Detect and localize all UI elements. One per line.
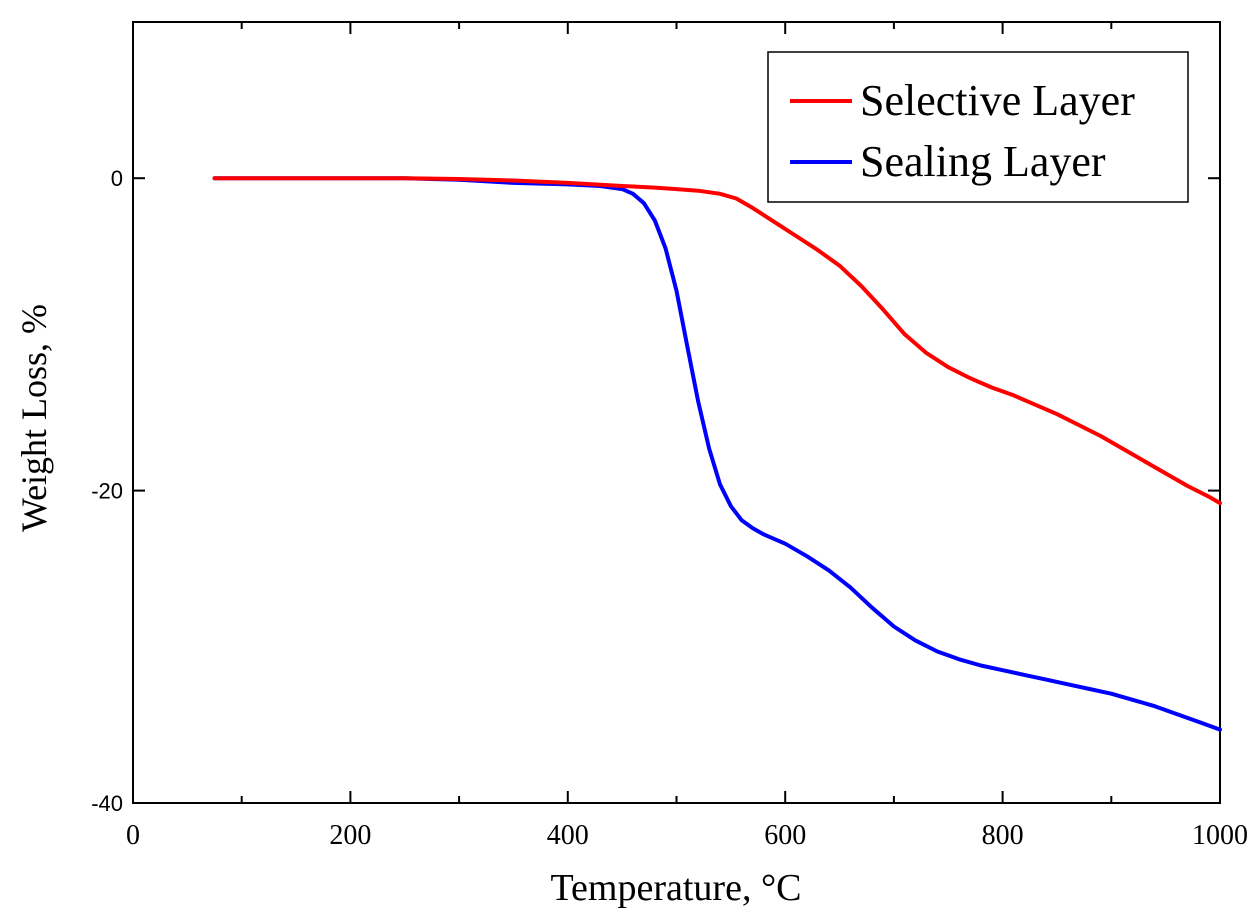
x-tick-label: 1000 xyxy=(1192,820,1248,851)
x-ticks: 0 200 400 600 800 1000 xyxy=(126,22,1248,851)
legend-label-selective-layer: Selective Layer xyxy=(860,76,1135,125)
legend-box xyxy=(767,51,1189,203)
x-tick-label: 0 xyxy=(126,820,140,851)
x-axis-label: Temperature, °C xyxy=(551,867,802,909)
legend-label-sealing-layer: Sealing Layer xyxy=(860,137,1106,186)
series-layer xyxy=(212,176,1222,732)
y-tick-label: -20 xyxy=(91,479,123,504)
y-ticks: -40 -20 0 xyxy=(91,166,1220,816)
y-tick-label: 0 xyxy=(111,166,123,191)
y-axis-label: Weight Loss, % xyxy=(14,304,54,532)
x-tick-label: 600 xyxy=(764,820,806,851)
x-tick-label: 200 xyxy=(329,820,371,851)
y-tick-label: -40 xyxy=(91,791,123,816)
x-tick-label: 800 xyxy=(982,820,1024,851)
legend: Selective Layer Sealing Layer xyxy=(767,51,1189,203)
x-tick-label: 400 xyxy=(547,820,589,851)
series-line-selective-layer xyxy=(212,176,1222,506)
series-line-sealing-layer xyxy=(212,176,1222,732)
